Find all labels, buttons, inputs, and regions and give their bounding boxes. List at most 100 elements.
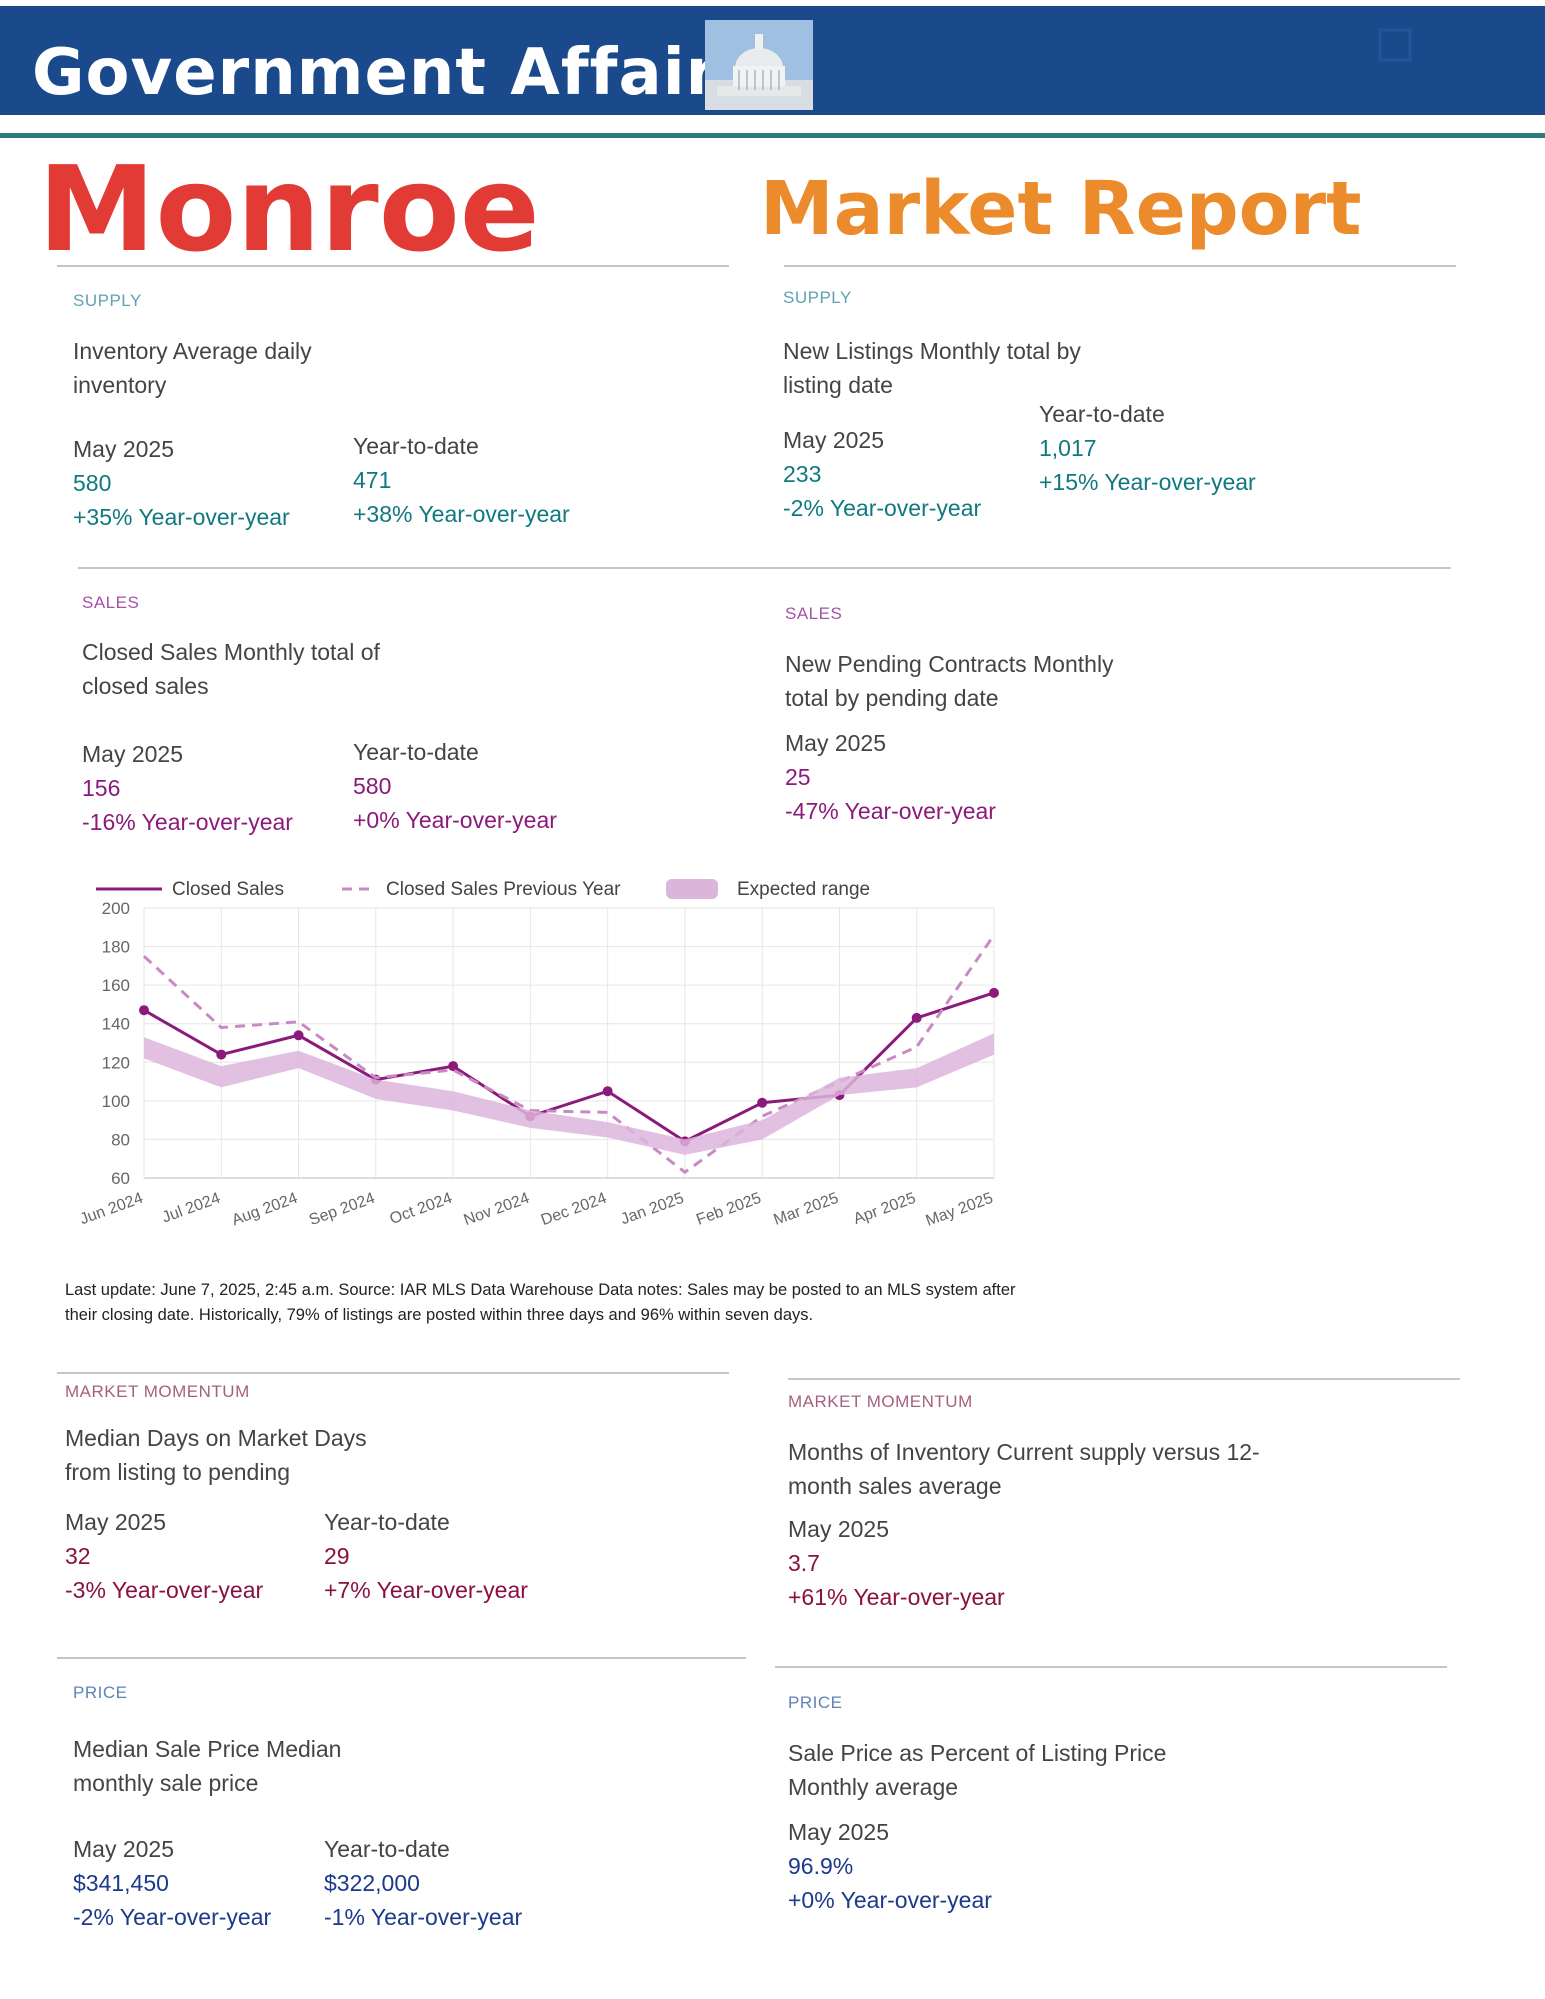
current-value: 96.9% <box>788 1853 854 1879</box>
capitol-image <box>705 20 813 110</box>
section-category: PRICE <box>73 1683 128 1702</box>
chart: 60 80 100 120 140 160 180 200 Jun 2024 Jul 2024 Au… <box>78 879 999 1230</box>
legend-label: Closed Sales Previous Year <box>386 879 621 900</box>
current-change: -2% Year-over-year <box>783 495 982 521</box>
x-tick-label: May 2025 <box>924 1190 996 1230</box>
section-category: SUPPLY <box>73 291 142 310</box>
period-label: May 2025 <box>788 1819 890 1845</box>
y-tick-label: 200 <box>102 899 130 918</box>
period-label: May 2025 <box>82 741 184 767</box>
section-rule <box>775 1666 1447 1668</box>
data-point <box>757 1097 768 1108</box>
y-tick-label: 120 <box>102 1053 130 1072</box>
data-point <box>448 1061 459 1072</box>
series-line <box>142 934 996 1175</box>
ytd-change: +15% Year-over-year <box>1039 469 1256 495</box>
ytd-value: 471 <box>353 467 392 493</box>
current-change: +35% Year-over-year <box>73 504 290 530</box>
section-title: monthly sale price <box>73 1770 259 1796</box>
section-title: Median Sale Price Median <box>73 1736 342 1762</box>
current-change: -47% Year-over-year <box>785 798 996 824</box>
ytd-value: 29 <box>324 1543 350 1569</box>
ytd-label: Year-to-date <box>353 739 479 765</box>
data-point <box>602 1086 613 1097</box>
header-title: Government Affairs <box>32 36 758 110</box>
current-value: 580 <box>73 470 112 496</box>
legend-swatch <box>666 879 718 899</box>
current-change: +0% Year-over-year <box>788 1887 992 1913</box>
ytd-value: 580 <box>353 773 392 799</box>
x-tick-label: Oct 2024 <box>388 1190 455 1228</box>
current-change: -16% Year-over-year <box>82 809 293 835</box>
section-category: SALES <box>82 593 140 612</box>
period-label: May 2025 <box>785 730 887 756</box>
ytd-label: Year-to-date <box>353 433 479 459</box>
current-value: 32 <box>65 1543 91 1569</box>
period-label: May 2025 <box>783 427 885 453</box>
y-tick-label: 140 <box>102 1015 130 1034</box>
county-name: Monroe <box>38 140 540 278</box>
section-title: total by pending date <box>785 685 999 711</box>
y-tick-label: 80 <box>111 1130 130 1149</box>
period-label: May 2025 <box>788 1516 890 1542</box>
x-tick-label: Feb 2025 <box>694 1190 763 1229</box>
x-tick-label: Sep 2024 <box>307 1190 377 1229</box>
logo <box>1378 28 1412 62</box>
ytd-change: +7% Year-over-year <box>324 1577 528 1603</box>
data-point <box>989 987 999 998</box>
section-rule <box>784 265 1456 267</box>
section-rule <box>57 1372 729 1374</box>
section-category: MARKET MOMENTUM <box>65 1382 250 1401</box>
x-tick-label: Nov 2024 <box>462 1190 532 1229</box>
section-title: New Listings Monthly total by <box>783 338 1081 364</box>
current-value: 156 <box>82 775 121 801</box>
x-tick-label: Jun 2024 <box>78 1190 146 1229</box>
y-tick-label: 160 <box>102 976 130 995</box>
header-rule <box>0 133 1545 138</box>
section-title: New Pending Contracts Monthly <box>785 651 1114 677</box>
ytd-change: +0% Year-over-year <box>353 807 557 833</box>
current-value: 3.7 <box>788 1550 820 1576</box>
section-rule <box>788 1378 1460 1380</box>
section-title: from listing to pending <box>65 1459 291 1485</box>
x-tick-label: Jul 2024 <box>160 1190 223 1227</box>
section-title: Sale Price as Percent of Listing Price <box>788 1740 1167 1766</box>
ytd-change: -1% Year-over-year <box>324 1904 523 1930</box>
current-value: $341,450 <box>73 1870 169 1896</box>
section-title: Months of Inventory Current supply versu… <box>788 1439 1260 1465</box>
section-category: SUPPLY <box>783 288 852 307</box>
section-title: inventory <box>73 372 167 398</box>
data-point <box>911 1012 922 1023</box>
section-category: MARKET MOMENTUM <box>788 1392 973 1411</box>
section-title: Closed Sales Monthly total of <box>82 639 380 665</box>
section-rule <box>78 567 1451 569</box>
x-tick-label: Mar 2025 <box>771 1190 840 1229</box>
section-category: PRICE <box>788 1693 843 1712</box>
ytd-label: Year-to-date <box>324 1509 450 1535</box>
section-title: Monthly average <box>788 1774 959 1800</box>
x-tick-label: Apr 2025 <box>851 1190 918 1228</box>
period-label: May 2025 <box>73 1836 175 1862</box>
section-rule <box>57 1657 746 1659</box>
current-change: +61% Year-over-year <box>788 1584 1005 1610</box>
ytd-change: +38% Year-over-year <box>353 501 570 527</box>
x-tick-label: Aug 2024 <box>230 1190 300 1229</box>
legend-label: Closed Sales <box>172 879 284 900</box>
section-title: month sales average <box>788 1473 1002 1499</box>
current-value: 25 <box>785 764 811 790</box>
expected-range <box>144 1033 994 1155</box>
current-change: -3% Year-over-year <box>65 1577 264 1603</box>
section-title: listing date <box>783 372 893 398</box>
section-rule <box>57 265 729 267</box>
x-tick-label: Dec 2024 <box>539 1190 609 1229</box>
data-point <box>293 1030 304 1041</box>
current-change: -2% Year-over-year <box>73 1904 272 1930</box>
section-category: SALES <box>785 604 843 623</box>
y-tick-label: 60 <box>111 1169 130 1188</box>
ytd-value: $322,000 <box>324 1870 420 1896</box>
data-point <box>139 1005 149 1016</box>
current-value: 233 <box>783 461 822 487</box>
report-title: Market Report <box>760 166 1362 252</box>
x-tick-label: Jan 2025 <box>619 1190 687 1229</box>
